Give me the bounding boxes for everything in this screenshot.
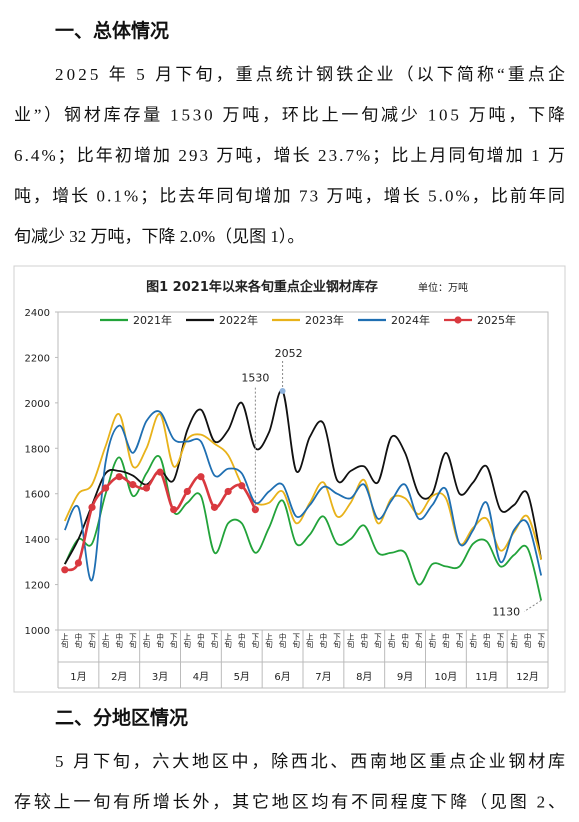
legend-label: 2023年	[305, 313, 344, 327]
x-tick-label: 上旬	[183, 633, 192, 650]
series-line	[63, 410, 543, 581]
heading: 二、分地区情况	[55, 706, 188, 729]
x-tick-label: 下旬	[373, 633, 382, 650]
y-tick-label: 1200	[25, 581, 50, 592]
chart-title: 图1 2021年以来各旬重点企业钢材库存	[146, 279, 378, 295]
chart-unit: 单位：万吨	[418, 281, 468, 294]
point-marker	[142, 484, 151, 492]
x-tick-label: 中旬	[196, 632, 205, 650]
month-label: 6月	[274, 671, 290, 683]
plot-area	[57, 311, 549, 631]
x-tick-label: 下旬	[536, 633, 545, 650]
x-tick-label: 下旬	[455, 633, 464, 650]
annotation: 2052	[275, 347, 303, 360]
point-marker	[129, 481, 137, 489]
x-tick-label: 上旬	[60, 633, 69, 650]
point-marker	[197, 473, 205, 481]
paragraph-line: 6.4%；比年初增加 293 万吨，增长 23.7%；比上月同旬增加 1 万	[14, 146, 565, 165]
paragraph-line: 存较上一旬有所增长外，其它地区均有不同程度下降（见图 2、	[14, 793, 565, 812]
paragraph-line: 5 月下旬，六大地区中，除西北、西南地区重点企业钢材库	[55, 752, 565, 771]
point-marker	[115, 473, 123, 481]
point-marker	[74, 559, 83, 567]
x-tick-label: 下旬	[251, 633, 260, 650]
x-tick-label: 下旬	[332, 633, 341, 650]
x-tick-label: 上旬	[387, 633, 396, 650]
paragraph-line: 业”）钢材库存量 1530 万吨，环比上一旬减少 105 万吨，下降	[14, 106, 565, 125]
x-tick-label: 上旬	[509, 633, 518, 650]
x-tick-label: 中旬	[319, 632, 328, 650]
x-tick-label: 上旬	[264, 633, 273, 650]
month-label: 12月	[516, 671, 539, 683]
annotation: 1130	[492, 605, 520, 618]
y-tick-label: 1600	[25, 490, 50, 501]
x-tick-label: 上旬	[346, 633, 355, 650]
y-tick-label: 1000	[25, 626, 50, 637]
annotation: 1530	[241, 372, 269, 385]
legend-marker	[454, 316, 462, 324]
y-tick-label: 2000	[25, 399, 50, 410]
annotation-leader	[523, 600, 542, 612]
x-tick-label: 中旬	[237, 632, 246, 650]
month-label: 4月	[193, 671, 209, 683]
month-label: 2月	[111, 671, 127, 683]
paragraph-line: 吨，增长 0.1%；比去年同旬增加 73 万吨，增长 5.0%，比前年同	[14, 187, 565, 206]
month-label: 7月	[315, 671, 331, 683]
y-tick-label: 2400	[25, 308, 50, 319]
paragraph-line: 旬减少 32 万吨，下降 2.0%（见图 1）。	[14, 227, 304, 246]
x-tick-label: 下旬	[210, 633, 219, 650]
x-tick-label: 下旬	[414, 633, 423, 650]
x-tick-label: 上旬	[428, 633, 437, 650]
x-tick-label: 下旬	[128, 633, 137, 650]
legend-label: 2024年	[391, 313, 430, 327]
legend-label: 2022年	[219, 313, 258, 327]
month-label: 1月	[70, 671, 86, 683]
series-line	[64, 470, 257, 572]
month-label: 11月	[475, 671, 498, 683]
month-label: 5月	[234, 671, 250, 683]
x-tick-label: 上旬	[142, 633, 151, 650]
point-marker	[88, 503, 96, 511]
x-tick-label: 中旬	[360, 632, 369, 650]
x-tick-label: 上旬	[223, 633, 232, 650]
series-line	[64, 455, 543, 601]
x-tick-label: 中旬	[441, 632, 450, 650]
y-tick-label: 2200	[25, 353, 50, 364]
x-tick-label: 下旬	[87, 633, 96, 650]
x-tick-label: 上旬	[101, 633, 110, 650]
x-tick-label: 上旬	[468, 633, 477, 650]
point-marker	[183, 487, 191, 496]
x-tick-label: 中旬	[482, 632, 491, 650]
point-marker	[224, 487, 232, 496]
month-label: 10月	[435, 671, 458, 683]
month-label: 9月	[397, 671, 413, 683]
x-tick-label: 中旬	[278, 632, 287, 650]
x-tick-label: 中旬	[155, 632, 164, 650]
highlight-point	[279, 388, 286, 395]
month-label: 3月	[152, 671, 168, 683]
legend-label: 2021年	[133, 313, 172, 327]
series-line	[64, 389, 543, 565]
y-tick-label: 1400	[25, 535, 50, 546]
y-tick-label: 1800	[25, 444, 50, 455]
x-tick-label: 下旬	[496, 633, 505, 650]
x-tick-label: 中旬	[115, 632, 124, 650]
x-tick-label: 中旬	[523, 632, 532, 650]
heading: 一、总体情况	[55, 19, 169, 42]
point-marker	[102, 484, 110, 492]
point-marker	[156, 468, 164, 476]
paragraph-line: 2025 年 5 月下旬，重点统计钢铁企业（以下简称“重点企	[55, 65, 565, 84]
point-marker	[210, 503, 219, 511]
x-tick-label: 下旬	[291, 633, 300, 650]
point-marker	[61, 566, 69, 574]
chart-frame	[13, 265, 566, 693]
x-tick-label: 中旬	[400, 632, 409, 650]
point-marker	[170, 506, 178, 514]
x-tick-label: 中旬	[74, 632, 83, 650]
x-tick-label: 下旬	[169, 633, 178, 650]
month-label: 8月	[356, 671, 372, 683]
legend-label: 2025年	[477, 313, 516, 327]
point-marker	[238, 482, 246, 490]
x-tick-label: 上旬	[305, 633, 314, 650]
